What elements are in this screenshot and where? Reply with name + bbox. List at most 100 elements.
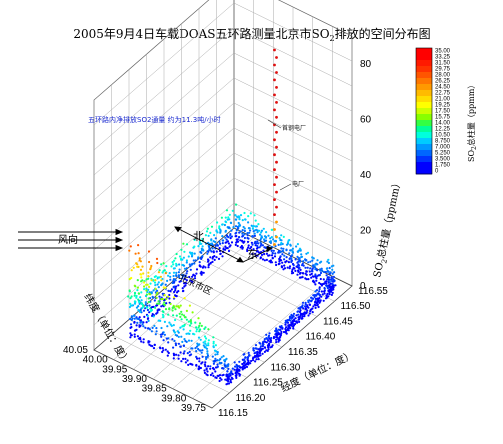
data-point xyxy=(310,276,313,279)
data-point xyxy=(179,304,182,307)
data-point xyxy=(172,271,176,274)
data-point xyxy=(238,360,241,363)
spike-point xyxy=(273,108,276,112)
data-point xyxy=(254,347,257,350)
colorbar-swatch xyxy=(416,144,432,151)
data-point xyxy=(191,311,194,314)
data-point xyxy=(138,259,141,262)
lon-tick-label: 116.55 xyxy=(358,286,388,297)
data-point xyxy=(199,338,202,341)
data-point xyxy=(305,270,308,273)
data-point xyxy=(258,341,261,344)
data-point xyxy=(183,338,186,341)
data-point xyxy=(312,305,315,308)
data-point xyxy=(221,242,224,245)
data-point xyxy=(316,259,319,262)
data-point xyxy=(305,273,308,276)
data-point xyxy=(138,257,141,260)
data-point xyxy=(327,278,330,281)
data-point xyxy=(318,281,321,285)
data-point xyxy=(166,279,169,282)
data-point xyxy=(298,247,302,250)
data-point xyxy=(306,266,309,269)
data-point xyxy=(248,354,251,357)
data-point xyxy=(231,367,234,370)
data-point xyxy=(185,279,188,282)
data-point xyxy=(210,238,213,241)
data-point xyxy=(209,256,212,259)
data-point xyxy=(175,353,178,356)
data-point xyxy=(243,233,246,236)
data-point xyxy=(132,314,135,317)
data-point xyxy=(226,235,229,238)
data-point xyxy=(308,303,312,306)
data-point xyxy=(319,277,322,281)
data-point xyxy=(329,278,333,281)
data-point xyxy=(304,301,307,304)
data-point xyxy=(282,247,285,250)
data-point xyxy=(172,352,175,355)
data-point xyxy=(163,333,166,336)
data-point xyxy=(279,334,282,337)
data-point xyxy=(328,280,331,283)
data-point xyxy=(226,382,229,385)
data-point xyxy=(136,279,139,282)
z-tick-label: 60 xyxy=(360,114,372,125)
data-point xyxy=(209,261,212,264)
data-point xyxy=(214,370,217,373)
data-point xyxy=(301,272,305,275)
data-point xyxy=(270,236,273,239)
data-point xyxy=(218,240,221,243)
data-point xyxy=(302,307,305,310)
data-point xyxy=(245,362,248,366)
data-point xyxy=(155,296,158,299)
colorbar-tick-label: 7.000 xyxy=(435,145,451,151)
data-point xyxy=(188,354,191,357)
data-point xyxy=(179,326,182,329)
colorbar-swatch xyxy=(416,168,432,175)
data-point xyxy=(188,324,192,327)
data-point xyxy=(272,249,275,252)
data-point xyxy=(281,327,284,330)
data-point xyxy=(182,328,185,331)
data-point xyxy=(302,260,305,263)
data-point xyxy=(295,314,298,317)
data-point xyxy=(175,285,178,288)
data-point xyxy=(173,339,176,342)
data-point xyxy=(153,306,157,309)
data-point xyxy=(282,235,285,238)
data-point xyxy=(257,358,260,361)
data-point xyxy=(232,226,235,229)
data-point xyxy=(163,293,166,297)
data-point xyxy=(170,265,173,268)
data-point xyxy=(209,365,212,368)
data-point xyxy=(275,263,278,267)
data-point xyxy=(201,255,204,258)
data-point xyxy=(137,298,140,301)
data-point xyxy=(280,330,283,333)
data-point xyxy=(316,304,319,307)
data-point xyxy=(136,265,139,268)
data-point xyxy=(268,254,271,257)
data-point xyxy=(201,355,204,358)
data-point xyxy=(140,276,143,279)
data-point xyxy=(320,284,323,287)
data-point xyxy=(294,258,297,261)
colorbar-swatch xyxy=(416,90,432,97)
spike-point xyxy=(273,228,276,231)
data-point xyxy=(270,336,273,340)
data-point xyxy=(202,341,205,344)
data-point xyxy=(314,300,317,303)
data-point xyxy=(147,300,150,304)
data-point xyxy=(210,250,213,253)
data-point xyxy=(155,327,158,330)
data-point xyxy=(271,228,274,231)
data-point xyxy=(288,265,292,268)
data-point xyxy=(316,299,320,302)
data-point xyxy=(327,276,330,279)
data-point xyxy=(149,307,152,310)
data-point xyxy=(137,292,140,295)
data-point xyxy=(327,295,330,298)
data-point xyxy=(214,353,217,356)
data-point xyxy=(332,287,335,290)
